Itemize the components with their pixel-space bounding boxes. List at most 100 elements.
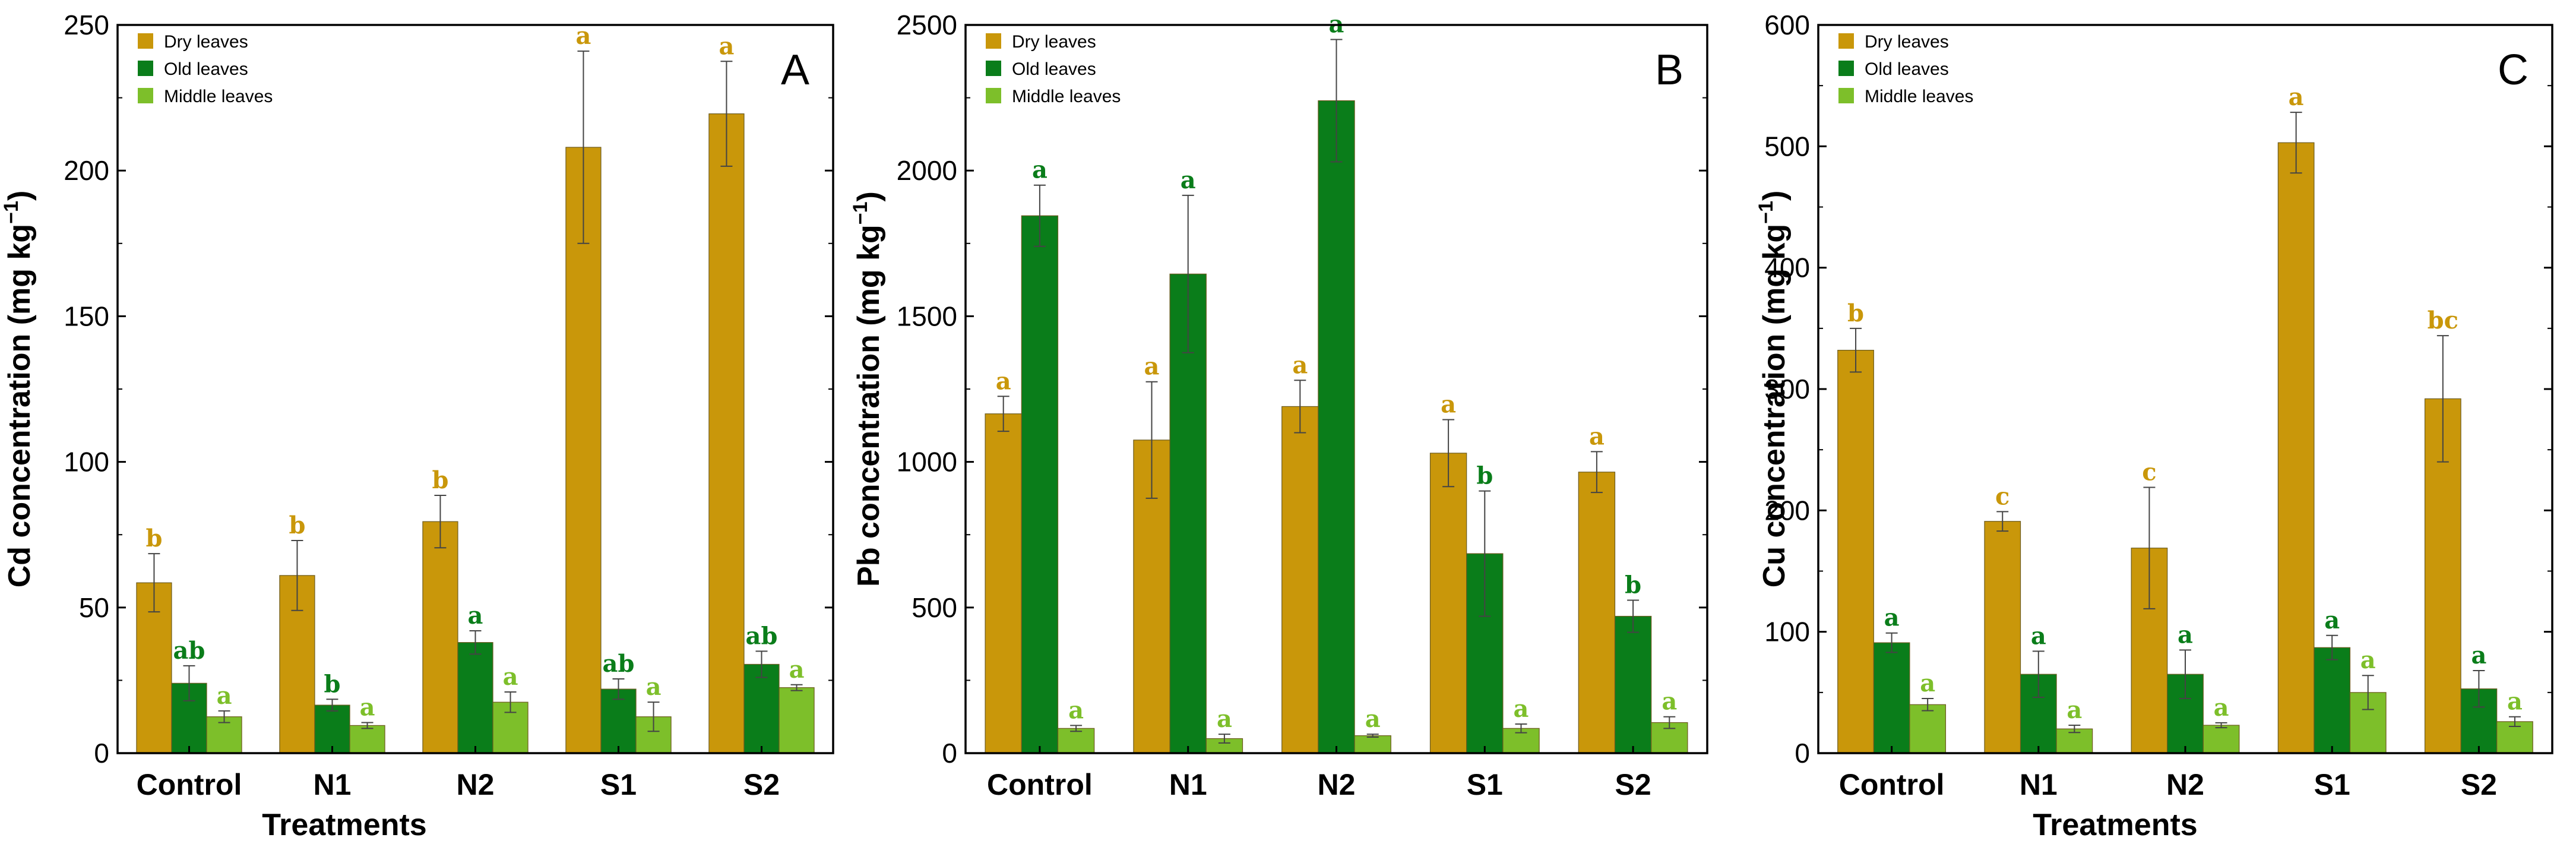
significance-letter: b xyxy=(1847,299,1864,327)
significance-letter: a xyxy=(1217,705,1232,733)
bar xyxy=(1578,472,1616,754)
y-axis-title-sup: −1 xyxy=(849,201,872,225)
x-tick-label: N1 xyxy=(314,768,352,801)
x-tick-label: Control xyxy=(137,768,242,801)
bar xyxy=(1984,521,2021,754)
legend-label: Dry leaves xyxy=(164,32,248,52)
significance-letter: a xyxy=(2360,646,2376,674)
y-axis-title: Cd concentration (mg kg−1) xyxy=(0,191,37,588)
x-axis-title: Treatments xyxy=(262,808,426,842)
y-tick-label: 1500 xyxy=(897,301,957,331)
y-axis-title-end: ) xyxy=(1757,191,1792,201)
bar xyxy=(1429,453,1467,754)
legend-swatch xyxy=(138,88,153,103)
legend-swatch xyxy=(1838,33,1854,49)
y-axis-title: Cu concentration (mg kg−1) xyxy=(1755,191,1792,588)
bar xyxy=(2277,142,2315,754)
bar xyxy=(985,413,1022,754)
panel-letter: B xyxy=(1655,46,1683,94)
significance-letter: a xyxy=(468,602,483,630)
bar xyxy=(1909,704,1947,754)
x-tick-label: S2 xyxy=(2461,768,2497,801)
significance-letter: a xyxy=(360,694,375,722)
significance-letter: a xyxy=(503,663,518,691)
legend-swatch xyxy=(1838,88,1854,103)
significance-letter: a xyxy=(2289,83,2304,111)
legend-swatch xyxy=(986,33,1001,49)
significance-letter: ab xyxy=(173,637,205,665)
significance-letter: a xyxy=(2031,622,2046,650)
legend-label: Old leaves xyxy=(1865,59,1949,79)
significance-letter: a xyxy=(1292,351,1308,379)
y-tick-label: 250 xyxy=(64,10,109,40)
bar xyxy=(349,725,385,754)
x-tick-label: N1 xyxy=(2020,768,2058,801)
y-tick-label: 1000 xyxy=(897,447,957,478)
x-tick-label: S2 xyxy=(1615,768,1651,801)
y-tick-label: 2500 xyxy=(897,10,957,40)
significance-letter: a xyxy=(789,656,805,684)
legend-swatch xyxy=(1838,61,1854,76)
legend-swatch xyxy=(138,33,153,49)
bar xyxy=(1169,273,1207,754)
y-tick-label: 100 xyxy=(64,447,109,478)
legend-label: Old leaves xyxy=(164,59,248,79)
plot-frame xyxy=(116,24,834,754)
plot-frame xyxy=(1817,24,2553,754)
panel-letter: A xyxy=(781,46,809,94)
y-axis-title-text: Pb concentration (mg kg xyxy=(852,225,886,587)
significance-letter: b xyxy=(1625,571,1641,599)
chart-panel-a: 050100150200250babaControlbbaN1baaN2aaba… xyxy=(0,10,834,842)
bar xyxy=(708,113,745,754)
significance-letter: b xyxy=(432,466,448,494)
significance-letter: a xyxy=(2067,696,2082,724)
x-axis-title: Treatments xyxy=(2033,808,2197,842)
x-tick-label: N2 xyxy=(2166,768,2204,801)
y-axis-title-end: ) xyxy=(852,191,886,201)
significance-letter: a xyxy=(1589,422,1605,450)
significance-letter: a xyxy=(719,32,734,60)
significance-letter: a xyxy=(1920,669,1935,697)
significance-letter: a xyxy=(217,682,232,710)
legend-label: Dry leaves xyxy=(1865,32,1949,52)
y-tick-label: 500 xyxy=(1764,131,1810,162)
y-tick-label: 0 xyxy=(942,738,957,769)
significance-letter: a xyxy=(1144,353,1160,381)
significance-letter: a xyxy=(1181,166,1196,194)
x-tick-label: N2 xyxy=(457,768,495,801)
bar xyxy=(1021,215,1059,754)
y-tick-label: 400 xyxy=(1764,252,1810,283)
significance-letter: a xyxy=(2214,694,2229,722)
significance-letter: a xyxy=(1441,390,1456,418)
bar xyxy=(457,642,493,754)
y-axis-title: Pb concentration (mg kg−1) xyxy=(849,191,886,587)
y-tick-label: 100 xyxy=(1764,617,1810,647)
y-tick-label: 0 xyxy=(94,738,109,769)
legend-label: Middle leaves xyxy=(1012,87,1121,106)
plot-frame xyxy=(964,24,1708,754)
x-tick-label: S1 xyxy=(2314,768,2350,801)
legend-swatch xyxy=(138,61,153,76)
significance-letter: a xyxy=(2324,606,2340,634)
significance-letter: b xyxy=(324,670,341,698)
bar xyxy=(2202,725,2240,754)
y-axis-title-sup: −1 xyxy=(1755,201,1777,224)
bar xyxy=(1873,642,1910,754)
significance-letter: b xyxy=(289,511,305,539)
y-tick-label: 150 xyxy=(64,301,109,331)
bar xyxy=(1614,615,1652,754)
legend-label: Middle leaves xyxy=(1865,87,1973,106)
significance-letter: c xyxy=(2142,459,2156,486)
y-tick-label: 0 xyxy=(1795,738,1810,769)
significance-letter: ab xyxy=(603,650,635,678)
significance-letter: a xyxy=(1884,604,1900,632)
significance-letter: a xyxy=(996,367,1011,395)
x-tick-label: S2 xyxy=(743,768,780,801)
y-axis-title-sup: −1 xyxy=(0,201,23,224)
y-axis-title-text: Cd concentration (mg kg xyxy=(2,224,37,587)
significance-letter: a xyxy=(1032,156,1048,184)
significance-letter: a xyxy=(575,22,591,50)
bar xyxy=(779,687,815,754)
significance-letter: bc xyxy=(2428,306,2458,334)
x-tick-label: N2 xyxy=(1318,768,1356,801)
